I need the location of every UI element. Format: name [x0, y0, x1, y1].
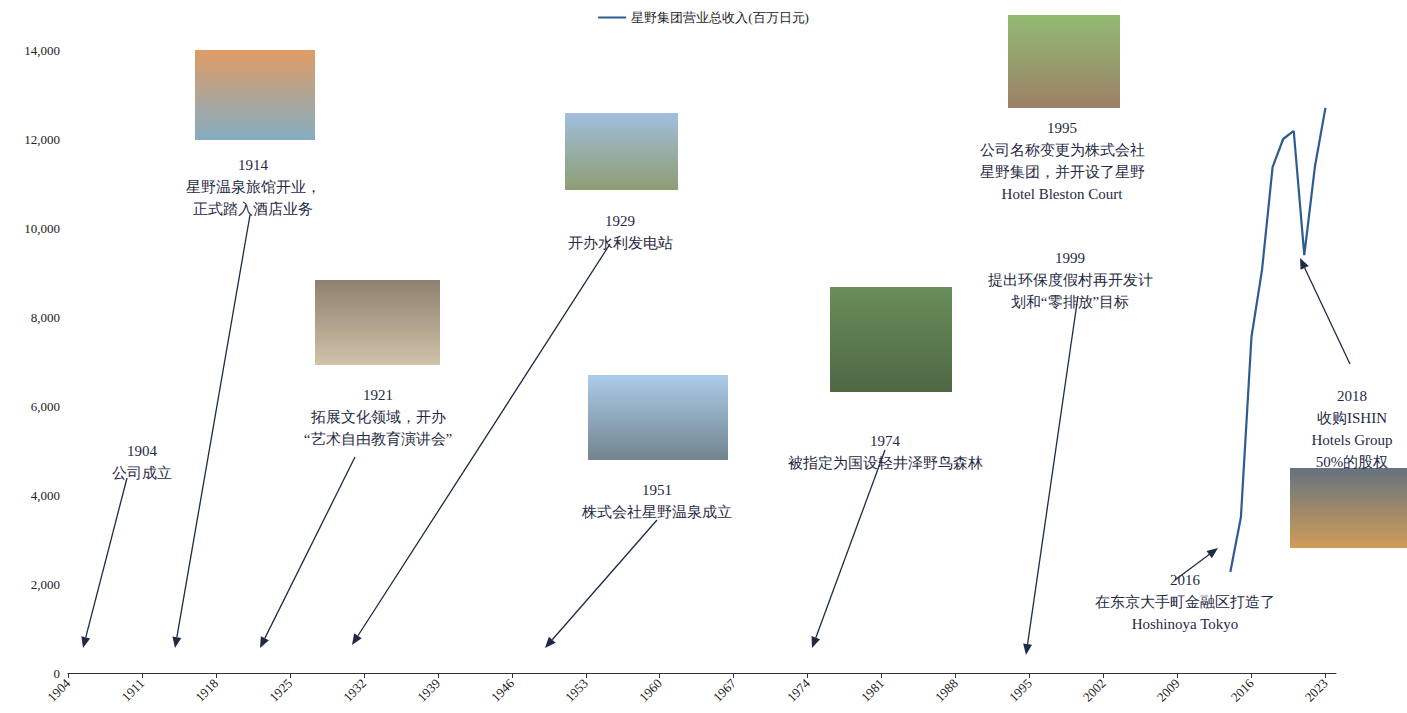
svg-text:1999: 1999 — [1055, 250, 1085, 266]
svg-text:2002: 2002 — [1080, 676, 1109, 705]
svg-text:Hotels Group: Hotels Group — [1311, 432, 1392, 448]
svg-text:4,000: 4,000 — [31, 488, 60, 503]
svg-text:提出环保度假村再开发计: 提出环保度假村再开发计 — [988, 272, 1153, 288]
svg-text:公司名称变更为株式会社: 公司名称变更为株式会社 — [980, 142, 1145, 158]
svg-text:Hotel Bleston Court: Hotel Bleston Court — [1002, 186, 1124, 202]
svg-text:Hoshinoya Tokyo: Hoshinoya Tokyo — [1132, 616, 1239, 632]
svg-text:1904: 1904 — [44, 675, 73, 704]
svg-text:1951: 1951 — [642, 482, 672, 498]
svg-text:1946: 1946 — [488, 675, 517, 704]
svg-text:14,000: 14,000 — [24, 43, 60, 58]
svg-text:拓展文化领域，开办: 拓展文化领域，开办 — [310, 409, 446, 425]
svg-text:1967: 1967 — [710, 675, 739, 704]
svg-text:2,000: 2,000 — [31, 577, 60, 592]
svg-text:“艺术自由教育演讲会”: “艺术自由教育演讲会” — [304, 431, 452, 447]
svg-text:1974: 1974 — [870, 433, 901, 449]
svg-text:1974: 1974 — [784, 675, 813, 704]
svg-text:正式踏入酒店业务: 正式踏入酒店业务 — [193, 201, 313, 217]
svg-text:1925: 1925 — [266, 676, 295, 705]
svg-text:12,000: 12,000 — [24, 132, 60, 147]
svg-text:1953: 1953 — [562, 676, 591, 705]
svg-text:2016: 2016 — [1228, 675, 1257, 704]
svg-text:1981: 1981 — [858, 676, 887, 705]
svg-text:1904: 1904 — [127, 443, 158, 459]
svg-text:1911: 1911 — [119, 676, 148, 705]
svg-text:0: 0 — [53, 665, 60, 681]
svg-text:6,000: 6,000 — [31, 399, 60, 414]
svg-text:1932: 1932 — [340, 676, 369, 705]
svg-text:1914: 1914 — [238, 157, 269, 173]
svg-text:1939: 1939 — [414, 676, 443, 705]
svg-text:1995: 1995 — [1006, 676, 1035, 705]
svg-text:8,000: 8,000 — [31, 310, 60, 325]
svg-text:在东京大手町金融区打造了: 在东京大手町金融区打造了 — [1095, 594, 1275, 610]
svg-text:1918: 1918 — [192, 676, 221, 705]
svg-text:被指定为国设轻井泽野鸟森林: 被指定为国设轻井泽野鸟森林 — [788, 455, 983, 471]
svg-text:开办水利发电站: 开办水利发电站 — [568, 235, 673, 251]
svg-text:2016: 2016 — [1170, 572, 1201, 588]
svg-text:株式会社星野温泉成立: 株式会社星野温泉成立 — [581, 504, 732, 520]
svg-text:1929: 1929 — [605, 213, 635, 229]
svg-text:2009: 2009 — [1154, 676, 1183, 705]
svg-text:划和“零排放”目标: 划和“零排放”目标 — [1011, 294, 1129, 310]
svg-text:1960: 1960 — [636, 676, 665, 705]
svg-text:公司成立: 公司成立 — [112, 465, 172, 481]
svg-text:10,000: 10,000 — [24, 221, 60, 236]
svg-text:2023: 2023 — [1302, 676, 1331, 705]
svg-text:1921: 1921 — [363, 387, 393, 403]
svg-text:1988: 1988 — [932, 676, 961, 705]
svg-text:2018: 2018 — [1337, 388, 1367, 404]
svg-text:星野集团营业总收入(百万日元): 星野集团营业总收入(百万日元) — [631, 10, 809, 25]
svg-text:收购ISHIN: 收购ISHIN — [1317, 410, 1387, 426]
svg-text:1995: 1995 — [1047, 120, 1077, 136]
svg-text:50%的股权: 50%的股权 — [1316, 454, 1389, 470]
svg-text:星野集团，并开设了星野: 星野集团，并开设了星野 — [980, 164, 1145, 180]
svg-text:星野温泉旅馆开业，: 星野温泉旅馆开业， — [186, 179, 321, 195]
